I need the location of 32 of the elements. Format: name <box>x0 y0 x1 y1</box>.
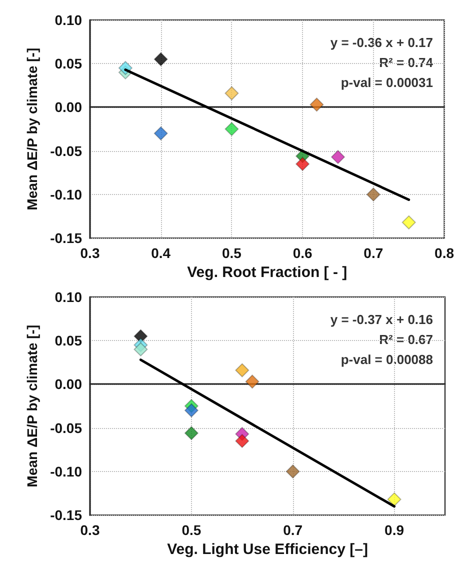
x-tick-label: 0.5 <box>182 522 202 538</box>
annotation: y = -0.36 x + 0.17 <box>330 35 434 50</box>
y-tick-label: 0.05 <box>54 56 82 72</box>
x-tick-label: 0.3 <box>80 522 100 538</box>
annotation: p-val = 0.00031 <box>340 75 434 90</box>
y-tick-label: 0.10 <box>54 289 82 305</box>
annotation: R² = 0.74 <box>379 55 434 70</box>
x-tick-label: 0.8 <box>434 245 454 262</box>
x-tick-label: 0.7 <box>364 245 384 262</box>
y-tick-label: 0.00 <box>54 99 82 116</box>
x-tick-label: 0.5 <box>222 245 242 262</box>
y-tick-label: -0.10 <box>50 186 82 202</box>
x-axis-title: Veg. Root Fraction [ - ] <box>187 264 348 281</box>
y-axis-title: Mean ΔE/P by climate [-] <box>24 48 40 210</box>
y-tick-label: -0.05 <box>50 142 82 159</box>
y-tick-label: 0.05 <box>54 332 82 349</box>
y-axis-title: Mean ΔE/P by climate [-] <box>24 324 40 488</box>
y-tick-label: -0.05 <box>50 420 82 436</box>
y-tick-label: -0.10 <box>50 463 82 480</box>
x-axis-title: Veg. Light Use Efficiency [–] <box>167 541 368 558</box>
y-tick-label: -0.15 <box>50 230 82 246</box>
annotation: R² = 0.67 <box>379 332 434 347</box>
y-tick-label: 0.10 <box>54 12 82 28</box>
annotation: y = -0.37 x + 0.16 <box>330 312 434 327</box>
x-tick-label: 0.3 <box>80 245 100 262</box>
x-tick-label: 0.6 <box>292 245 313 262</box>
annotation: p-val = 0.00088 <box>340 352 434 367</box>
y-tick-label: 0.00 <box>54 376 82 392</box>
x-tick-label: 0.7 <box>283 522 303 538</box>
y-tick-label: -0.15 <box>50 507 82 524</box>
x-tick-label: 0.9 <box>384 522 404 538</box>
x-tick-label: 0.4 <box>151 245 171 262</box>
